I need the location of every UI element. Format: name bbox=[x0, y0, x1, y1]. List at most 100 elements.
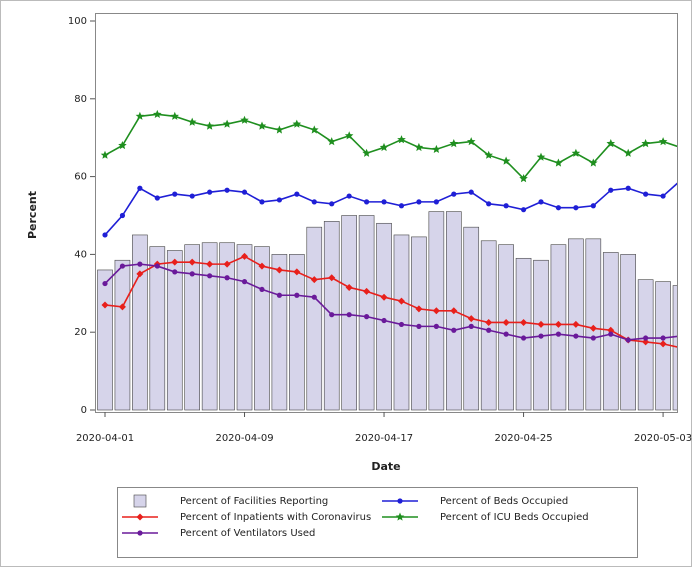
point bbox=[294, 191, 300, 197]
legend bbox=[117, 487, 638, 558]
y-tick-label: 0 bbox=[81, 405, 87, 416]
point bbox=[137, 261, 143, 267]
point bbox=[520, 335, 527, 341]
point bbox=[416, 323, 422, 329]
legend-label: Percent of ICU Beds Occupied bbox=[440, 512, 589, 523]
bar bbox=[166, 250, 183, 411]
point bbox=[432, 307, 440, 315]
point bbox=[676, 145, 677, 147]
point bbox=[623, 148, 633, 157]
point bbox=[538, 199, 544, 205]
point bbox=[154, 263, 160, 269]
bar bbox=[498, 244, 514, 411]
point bbox=[451, 191, 457, 197]
bar bbox=[254, 246, 270, 411]
point bbox=[207, 273, 213, 279]
point bbox=[503, 331, 509, 337]
point bbox=[329, 201, 335, 207]
point bbox=[554, 158, 563, 167]
point bbox=[415, 305, 423, 313]
line bbox=[104, 263, 677, 341]
point bbox=[118, 141, 127, 150]
point bbox=[606, 139, 615, 148]
point bbox=[571, 148, 581, 157]
point bbox=[101, 301, 109, 309]
point bbox=[519, 174, 528, 183]
point bbox=[485, 318, 493, 326]
point bbox=[310, 125, 319, 134]
point bbox=[363, 287, 371, 295]
point bbox=[555, 331, 562, 337]
point bbox=[589, 324, 597, 332]
bar bbox=[585, 238, 602, 411]
point bbox=[433, 323, 439, 329]
point bbox=[224, 275, 230, 281]
point bbox=[346, 312, 352, 318]
point bbox=[119, 263, 126, 269]
bar bbox=[114, 259, 131, 411]
point bbox=[486, 327, 492, 333]
point bbox=[257, 121, 267, 130]
bar bbox=[289, 254, 305, 411]
point bbox=[573, 205, 579, 211]
point bbox=[381, 199, 387, 205]
point bbox=[189, 271, 195, 277]
point bbox=[381, 317, 387, 324]
plot-frame bbox=[95, 13, 678, 413]
bar bbox=[358, 215, 375, 411]
point bbox=[207, 189, 213, 195]
point bbox=[642, 338, 650, 346]
y-axis-label: Percent bbox=[26, 191, 39, 239]
point bbox=[398, 321, 405, 328]
point bbox=[292, 119, 302, 128]
bar bbox=[97, 269, 113, 411]
x-axis-label: Date bbox=[371, 460, 400, 473]
point bbox=[416, 199, 422, 205]
point bbox=[241, 252, 249, 260]
line bbox=[104, 255, 677, 348]
point bbox=[153, 109, 162, 118]
bar bbox=[515, 257, 532, 411]
point bbox=[467, 315, 475, 323]
y-tick-label: 100 bbox=[68, 16, 87, 27]
point bbox=[206, 260, 214, 268]
point bbox=[451, 327, 457, 333]
point bbox=[607, 326, 615, 334]
point bbox=[311, 294, 317, 300]
point bbox=[590, 203, 596, 209]
bar bbox=[672, 285, 677, 411]
point bbox=[137, 185, 143, 191]
legend-label: Percent of Beds Occupied bbox=[440, 496, 568, 507]
point bbox=[275, 125, 284, 134]
point bbox=[102, 232, 108, 238]
point bbox=[536, 152, 546, 161]
point bbox=[625, 337, 631, 343]
point bbox=[484, 150, 493, 159]
line bbox=[104, 113, 677, 180]
point bbox=[241, 189, 248, 195]
point bbox=[275, 266, 283, 274]
point bbox=[100, 150, 110, 159]
point bbox=[501, 156, 511, 165]
point bbox=[259, 199, 265, 205]
point bbox=[537, 320, 545, 328]
legend-label: Percent of Inpatients with Coronavirus bbox=[180, 512, 371, 523]
point bbox=[171, 258, 179, 266]
point bbox=[467, 137, 476, 146]
point bbox=[608, 187, 614, 193]
point bbox=[555, 205, 562, 211]
point bbox=[118, 303, 126, 311]
plot-area bbox=[97, 109, 677, 411]
point bbox=[589, 158, 598, 167]
bar bbox=[271, 254, 288, 411]
point bbox=[503, 203, 509, 209]
bar bbox=[236, 244, 253, 411]
point bbox=[364, 199, 370, 205]
point bbox=[329, 312, 335, 318]
legend-swatch bbox=[133, 494, 147, 508]
line bbox=[104, 182, 677, 236]
point bbox=[240, 115, 249, 124]
point bbox=[187, 117, 197, 126]
point bbox=[294, 292, 300, 298]
legend-marker bbox=[395, 512, 405, 521]
